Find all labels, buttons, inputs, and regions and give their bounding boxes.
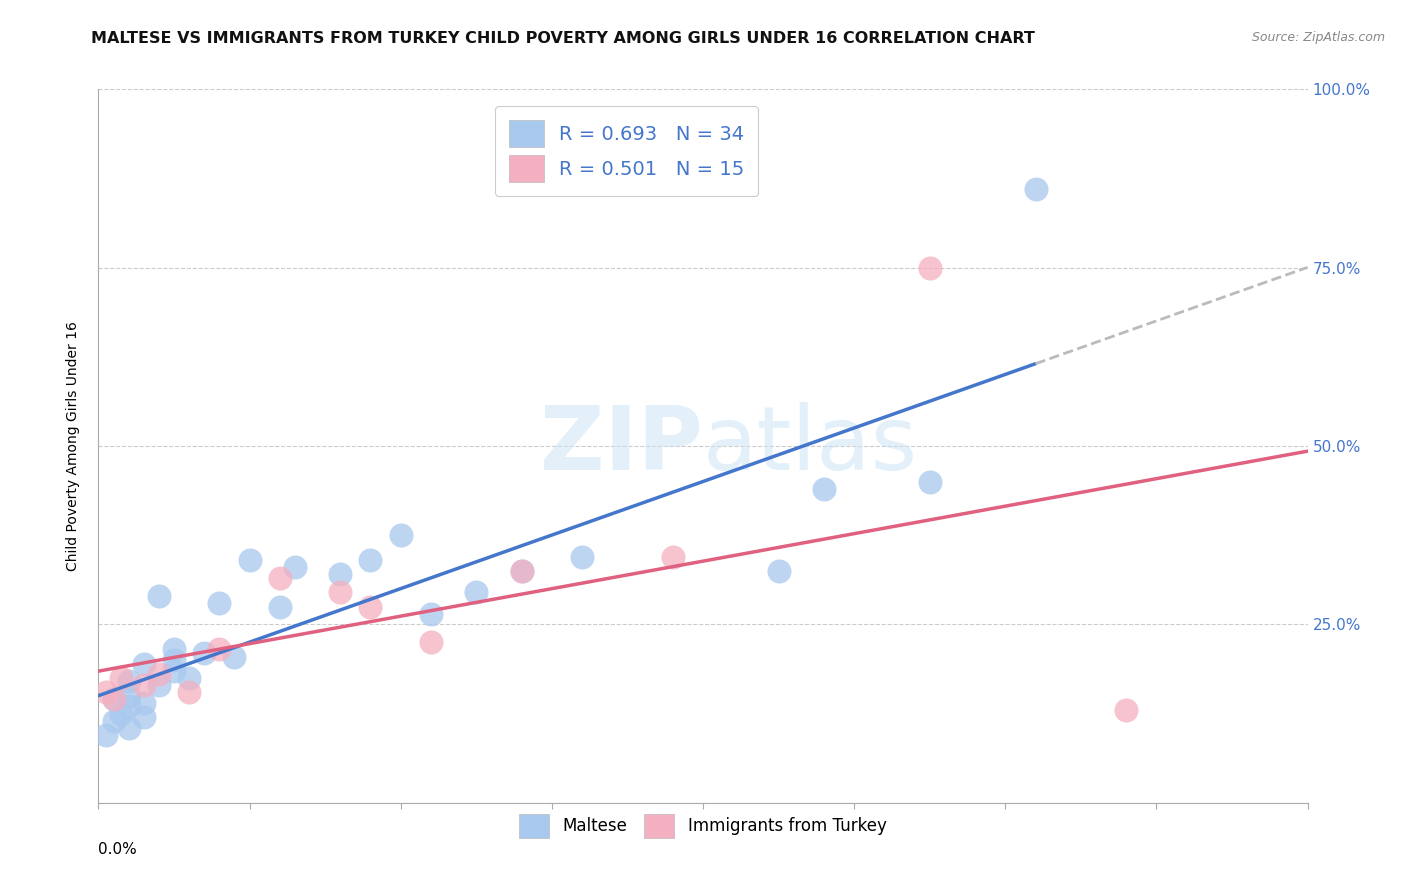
Point (103, 692, 125, 706)
Point (118, 674, 141, 689)
Point (132, 657, 155, 671)
Point (132, 710, 155, 724)
Point (163, 664, 186, 678)
Point (389, 528, 412, 542)
Point (329, 585, 352, 599)
Point (118, 721, 141, 735)
Text: Source: ZipAtlas.com: Source: ZipAtlas.com (1251, 31, 1385, 45)
Point (420, 607, 443, 621)
Text: 0.0%: 0.0% (98, 842, 138, 857)
Point (148, 678, 170, 692)
Point (269, 571, 291, 585)
Point (465, 585, 488, 599)
Point (284, 560, 307, 574)
Point (148, 589, 170, 603)
Point (208, 642, 231, 657)
Legend: Maltese, Immigrants from Turkey: Maltese, Immigrants from Turkey (513, 807, 893, 845)
Point (103, 692, 125, 706)
Point (768, 564, 790, 578)
Y-axis label: Child Poverty Among Girls Under 16: Child Poverty Among Girls Under 16 (66, 321, 80, 571)
Point (94, 685, 117, 699)
Point (208, 596, 231, 610)
Text: MALTESE VS IMMIGRANTS FROM TURKEY CHILD POVERTY AMONG GIRLS UNDER 16 CORRELATION: MALTESE VS IMMIGRANTS FROM TURKEY CHILD … (91, 31, 1035, 46)
Text: ZIP: ZIP (540, 402, 703, 490)
Point (118, 689, 141, 703)
Point (510, 564, 533, 578)
Point (239, 553, 262, 567)
Point (118, 699, 141, 714)
Point (360, 599, 382, 614)
Point (360, 553, 382, 567)
Point (132, 678, 155, 692)
Text: atlas: atlas (703, 402, 918, 490)
Point (1115, 703, 1137, 717)
Point (179, 671, 201, 685)
Point (329, 567, 352, 582)
Point (179, 685, 201, 699)
Point (110, 706, 132, 721)
Point (193, 646, 215, 660)
Point (510, 564, 533, 578)
Point (132, 696, 155, 710)
Point (661, 549, 683, 564)
Point (94, 728, 117, 742)
Point (571, 549, 593, 564)
Point (148, 667, 170, 681)
Point (1025, 182, 1047, 196)
Point (269, 599, 291, 614)
Point (163, 653, 186, 667)
Point (918, 260, 941, 275)
Point (163, 642, 186, 657)
Point (918, 475, 941, 489)
Point (110, 671, 132, 685)
Point (103, 714, 125, 728)
Point (420, 635, 443, 649)
Point (813, 482, 835, 496)
Point (224, 649, 246, 664)
